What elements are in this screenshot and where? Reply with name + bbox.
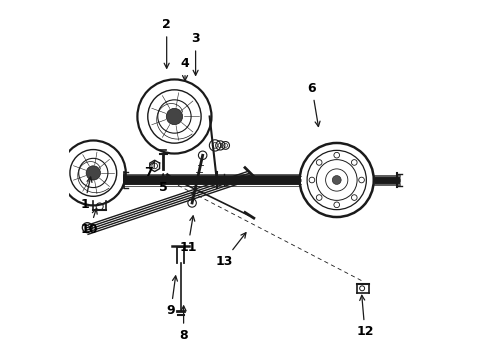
- Text: 6: 6: [308, 82, 320, 126]
- Text: 8: 8: [179, 306, 188, 342]
- Text: 4: 4: [181, 57, 190, 81]
- Text: 10: 10: [81, 209, 98, 236]
- Text: 13: 13: [215, 233, 246, 267]
- Text: 7: 7: [144, 161, 155, 179]
- Text: 2: 2: [162, 18, 171, 68]
- Text: 3: 3: [191, 32, 200, 75]
- Circle shape: [166, 108, 183, 125]
- Text: 5: 5: [159, 174, 168, 194]
- Text: 11: 11: [179, 216, 196, 253]
- Circle shape: [86, 166, 100, 180]
- Circle shape: [332, 176, 341, 184]
- Text: 9: 9: [167, 276, 177, 317]
- Text: 12: 12: [356, 295, 374, 338]
- Text: 1: 1: [80, 177, 92, 211]
